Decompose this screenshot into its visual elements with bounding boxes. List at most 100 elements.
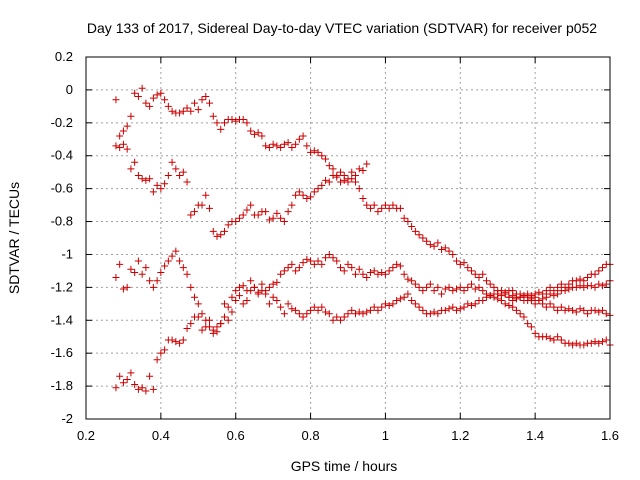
- x-axis-label: GPS time / hours: [291, 458, 398, 474]
- y-tick-label: -1.6: [51, 345, 73, 360]
- data-point: [378, 204, 386, 212]
- data-point: [426, 241, 434, 249]
- data-point: [220, 119, 228, 127]
- data-point: [531, 300, 539, 308]
- data-point: [389, 300, 397, 308]
- data-point: [273, 297, 281, 305]
- data-point: [554, 283, 562, 291]
- y-tick-label: -1.2: [51, 279, 73, 294]
- data-point: [322, 254, 330, 262]
- data-point: [393, 260, 401, 268]
- data-point: [539, 300, 547, 308]
- data-point: [299, 259, 307, 267]
- y-axis-label: SDTVAR / TECUs: [6, 182, 22, 294]
- data-point: [172, 338, 180, 346]
- data-point: [576, 305, 584, 313]
- data-point: [516, 290, 524, 298]
- data-point: [176, 171, 184, 179]
- data-point: [277, 303, 285, 311]
- data-point: [292, 191, 300, 199]
- data-point: [217, 320, 225, 328]
- data-point: [228, 293, 236, 301]
- data-point: [325, 162, 333, 170]
- data-point: [265, 144, 273, 151]
- data-point: [254, 211, 262, 219]
- data-point: [333, 313, 341, 321]
- data-point: [351, 178, 359, 186]
- data-point: [284, 208, 292, 216]
- data-point: [134, 385, 142, 393]
- data-point: [179, 264, 187, 272]
- data-point: [146, 372, 154, 380]
- data-point: [265, 283, 273, 291]
- data-point: [224, 316, 232, 324]
- series-track-d: [112, 280, 614, 395]
- data-point: [153, 356, 161, 364]
- data-point: [168, 158, 176, 166]
- data-point: [191, 293, 199, 301]
- data-point: [565, 305, 573, 313]
- data-point: [183, 178, 191, 186]
- data-point: [531, 290, 539, 298]
- data-point: [400, 293, 408, 301]
- data-point: [561, 283, 569, 291]
- data-point: [591, 306, 599, 314]
- data-point: [299, 191, 307, 199]
- data-point: [127, 369, 135, 377]
- data-point: [243, 119, 251, 127]
- data-point: [486, 280, 494, 288]
- data-point: [164, 257, 172, 265]
- data-point: [389, 201, 397, 209]
- data-point: [396, 295, 404, 303]
- series-track-c: [112, 247, 614, 349]
- y-tick-label: -1.8: [51, 378, 73, 393]
- data-point: [512, 306, 520, 314]
- x-tick-label: 1.6: [601, 428, 619, 443]
- data-point: [381, 201, 389, 209]
- x-tick-label: 1.4: [526, 428, 544, 443]
- data-point: [527, 292, 535, 300]
- data-point: [580, 306, 588, 314]
- data-point: [307, 257, 315, 265]
- data-point: [359, 195, 367, 203]
- data-point: [557, 280, 565, 288]
- data-point: [333, 173, 341, 181]
- data-point: [337, 264, 345, 272]
- data-point: [363, 273, 371, 281]
- data-point: [314, 306, 322, 314]
- data-point: [580, 341, 588, 349]
- data-point: [482, 293, 490, 301]
- data-point: [576, 275, 584, 283]
- data-point: [206, 316, 214, 324]
- data-point: [325, 310, 333, 318]
- data-point: [359, 167, 367, 175]
- data-point: [127, 112, 135, 120]
- data-point: [191, 99, 199, 107]
- data-point: [168, 252, 176, 260]
- data-point: [194, 300, 202, 308]
- data-point: [206, 204, 214, 212]
- data-point: [572, 308, 580, 316]
- data-point: [348, 168, 356, 176]
- data-point: [385, 267, 393, 275]
- data-point: [381, 300, 389, 308]
- data-point: [168, 107, 176, 115]
- data-point: [220, 313, 228, 321]
- data-point: [280, 310, 288, 318]
- y-tick-label: -0.4: [51, 148, 73, 163]
- data-point: [213, 232, 221, 240]
- data-point: [359, 270, 367, 278]
- y-tick-labels: 0.2 0 -0.2 -0.4 -0.6 -0.8 -1 -1.2 -1.4 -1.6 -1.8 -2: [51, 49, 73, 426]
- data-point: [595, 339, 603, 347]
- data-point: [565, 339, 573, 347]
- data-point: [262, 208, 270, 216]
- data-point: [307, 193, 315, 201]
- data-point: [198, 201, 206, 209]
- data-point: [415, 231, 423, 239]
- data-point: [228, 116, 236, 124]
- data-point: [220, 227, 228, 235]
- data-point: [415, 283, 423, 291]
- data-point: [239, 282, 247, 290]
- data-point: [310, 303, 318, 311]
- data-point: [426, 280, 434, 288]
